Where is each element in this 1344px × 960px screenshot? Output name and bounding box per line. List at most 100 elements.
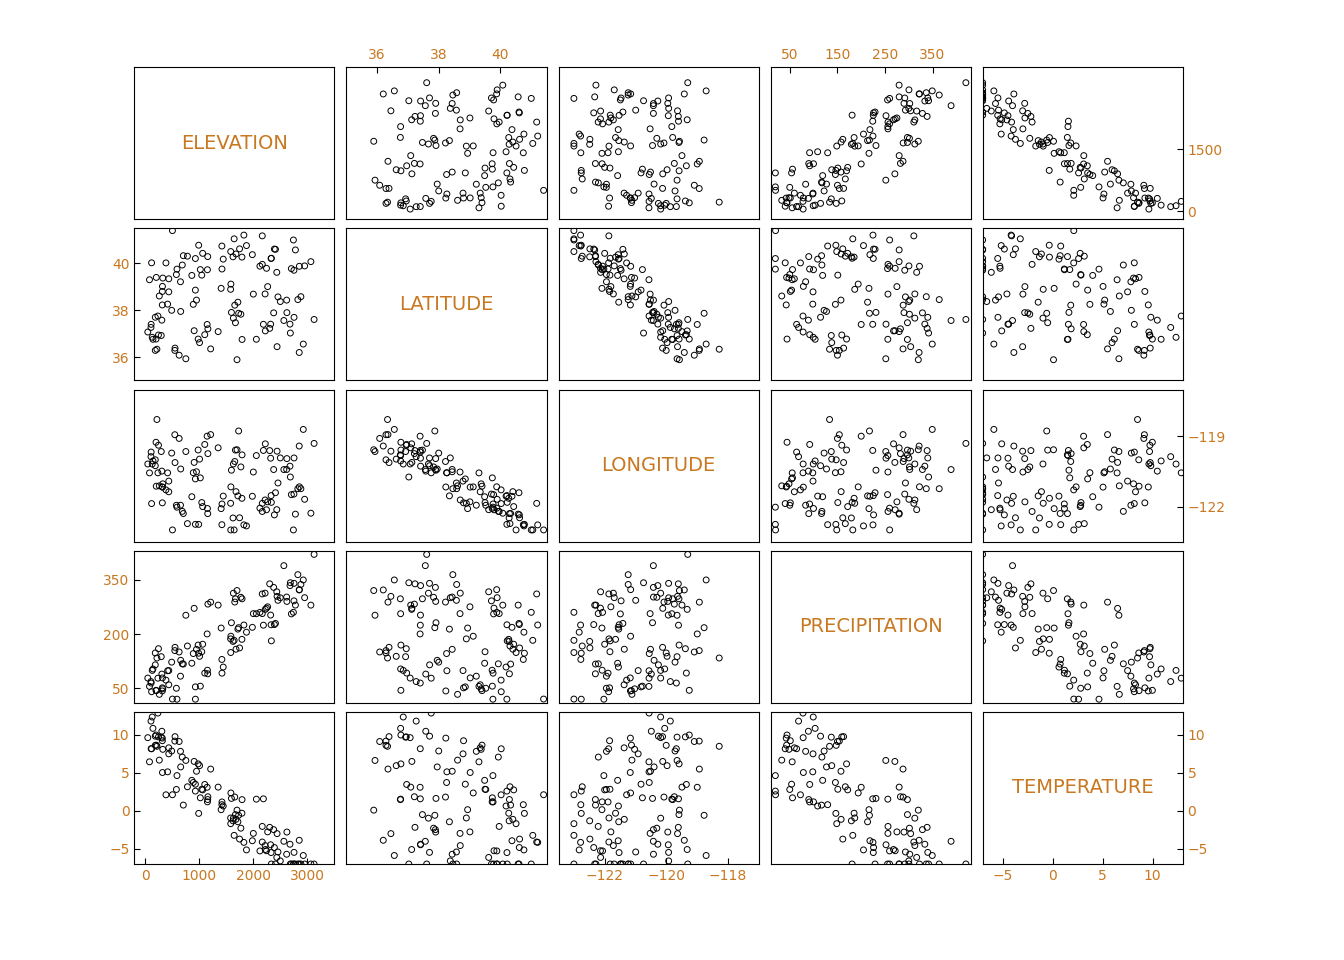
Point	[896, 792, 918, 807]
Point	[1003, 439, 1024, 454]
Point	[146, 342, 168, 357]
Point	[188, 516, 210, 532]
Point	[233, 228, 254, 243]
Point	[1050, 657, 1071, 672]
Point	[656, 335, 677, 350]
Point	[884, 323, 906, 338]
Point	[446, 592, 468, 608]
Point	[879, 116, 900, 132]
Point	[909, 345, 930, 360]
Point	[585, 175, 606, 190]
Point	[638, 186, 660, 202]
Point	[499, 813, 520, 828]
Point	[905, 456, 926, 471]
Point	[406, 199, 427, 214]
Point	[263, 840, 285, 855]
Point	[1032, 631, 1054, 646]
Point	[878, 114, 899, 130]
Point	[609, 251, 630, 266]
Point	[843, 250, 864, 265]
Point	[563, 182, 585, 198]
Point	[909, 86, 930, 102]
Point	[1036, 423, 1058, 439]
Point	[1140, 438, 1161, 453]
Point	[598, 741, 620, 756]
Point	[435, 190, 457, 205]
Point	[1066, 479, 1087, 494]
Point	[798, 506, 820, 521]
Point	[1058, 119, 1079, 134]
Point	[616, 787, 637, 803]
Point	[482, 606, 504, 621]
Point	[185, 293, 207, 308]
Point	[414, 462, 435, 477]
Point	[563, 787, 585, 803]
Point	[487, 86, 508, 102]
Point	[810, 458, 832, 473]
Point	[587, 114, 609, 130]
Point	[261, 856, 282, 872]
Point	[282, 605, 304, 620]
Point	[774, 496, 796, 512]
Point	[284, 593, 305, 609]
Point	[585, 657, 606, 672]
Point	[1125, 484, 1146, 499]
Point	[884, 843, 906, 858]
Point	[427, 183, 449, 199]
Point	[593, 180, 614, 195]
Point	[1066, 276, 1087, 292]
Point	[421, 194, 442, 209]
Point	[617, 87, 638, 103]
Point	[157, 764, 179, 780]
Point	[991, 625, 1012, 640]
Point	[669, 352, 691, 368]
Point	[840, 250, 862, 265]
Point	[396, 158, 418, 174]
Point	[1054, 496, 1075, 512]
Point	[1054, 145, 1075, 160]
Point	[660, 674, 681, 689]
Point	[765, 261, 786, 276]
Point	[482, 768, 504, 783]
Point	[280, 325, 301, 341]
Point	[284, 576, 305, 591]
Point	[532, 691, 554, 707]
Point	[145, 729, 167, 744]
Point	[833, 455, 855, 470]
Point	[899, 293, 921, 308]
Point	[223, 633, 245, 648]
Point	[487, 500, 508, 516]
Point	[251, 819, 273, 834]
Point	[191, 268, 212, 283]
Point	[228, 640, 250, 656]
Point	[898, 450, 919, 466]
Point	[840, 813, 862, 828]
Point	[508, 105, 530, 120]
Text: LONGITUDE: LONGITUDE	[601, 456, 716, 475]
Point	[694, 620, 715, 636]
Point	[590, 265, 612, 280]
Point	[462, 138, 484, 154]
Point	[410, 791, 431, 806]
Point	[900, 103, 922, 118]
Point	[188, 805, 210, 821]
Point	[441, 589, 462, 605]
Point	[1124, 444, 1145, 460]
Point	[605, 130, 626, 145]
Point	[843, 135, 864, 151]
Point	[972, 485, 993, 500]
Point	[648, 196, 669, 211]
Point	[886, 110, 907, 126]
Point	[844, 495, 866, 511]
Point	[894, 825, 915, 840]
Point	[273, 462, 294, 477]
Point	[857, 489, 879, 504]
Point	[972, 86, 993, 102]
Point	[289, 582, 310, 597]
Point	[775, 737, 797, 753]
Point	[449, 606, 470, 621]
Point	[496, 617, 517, 633]
Point	[642, 847, 664, 862]
Point	[410, 108, 431, 124]
Point	[671, 324, 692, 339]
